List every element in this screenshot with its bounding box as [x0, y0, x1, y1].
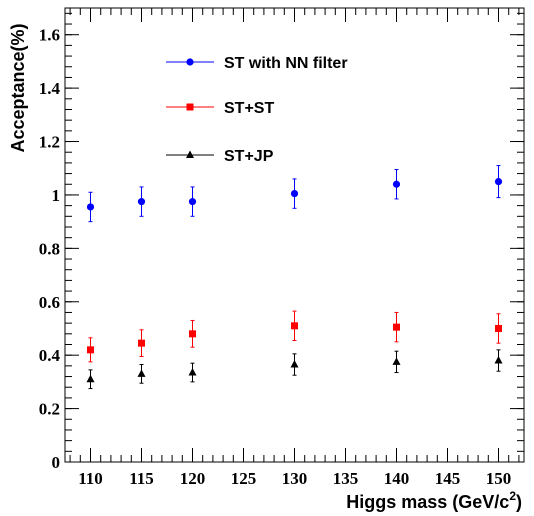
- axes: 0 0.2 0.4 0.6 0.8 1 1.2 1.4 1.6 110 115 120 125 130 13…: [39, 8, 524, 488]
- data-point: [392, 357, 401, 365]
- legend-item: ST+JP: [166, 148, 274, 165]
- y-tick-label: 1: [52, 186, 61, 205]
- x-axis-label: Higgs mass (GeV/c2): [346, 489, 522, 512]
- data-point: [138, 339, 145, 347]
- legend-label: ST with NN filter: [224, 55, 348, 72]
- y-tick-label: 0: [52, 453, 61, 472]
- x-tick-label: 150: [486, 469, 512, 488]
- x-axis-label-main: Higgs mass (GeV/c: [346, 492, 509, 512]
- x-tick-label: 110: [78, 469, 103, 488]
- data-point: [188, 368, 197, 376]
- legend-label: ST+ST: [224, 100, 274, 117]
- y-tick-label: 1.6: [39, 26, 60, 45]
- x-tick-label: 145: [435, 469, 461, 488]
- x-tick-label: 125: [231, 469, 257, 488]
- legend-label: ST+JP: [224, 148, 274, 165]
- x-tick-label: 140: [384, 469, 410, 488]
- data-point: [137, 369, 146, 377]
- data-point: [87, 346, 94, 354]
- data-point: [494, 356, 503, 364]
- data-point: [86, 203, 95, 211]
- data-point: [137, 198, 146, 206]
- data-point: [495, 324, 502, 332]
- data-point: [393, 323, 400, 331]
- legend-marker: [186, 58, 194, 66]
- legend: ST with NN filter ST+ST ST+JP: [166, 55, 348, 165]
- legend-marker: [186, 150, 194, 158]
- data-point: [494, 177, 503, 186]
- data-point: [188, 198, 197, 206]
- x-axis-label-close: ): [516, 492, 522, 512]
- legend-marker: [186, 103, 194, 111]
- x-tick-label: 115: [129, 469, 154, 488]
- y-tick-label: 1.2: [39, 133, 60, 152]
- legend-item: ST+ST: [166, 100, 274, 117]
- series-layer: [86, 165, 503, 390]
- y-axis-label: Acceptance(%): [8, 23, 28, 152]
- y-tick-label: 0.8: [39, 239, 60, 258]
- series-triangle: [86, 349, 503, 390]
- plot-frame: [64, 7, 525, 463]
- data-point: [189, 330, 196, 338]
- x-tick-label: 135: [333, 469, 359, 488]
- series-circle: [86, 165, 503, 223]
- data-point: [290, 190, 299, 198]
- x-axis-label-superscript: 2: [509, 489, 516, 503]
- x-tick-label: 130: [282, 469, 308, 488]
- data-point: [392, 180, 401, 188]
- data-point: [291, 322, 298, 330]
- data-point: [290, 360, 299, 368]
- series-square: [87, 310, 502, 363]
- y-tick-label: 1.4: [39, 79, 61, 98]
- y-tick-label: 0.6: [39, 293, 60, 312]
- x-tick-label: 120: [180, 469, 206, 488]
- data-point: [86, 374, 95, 383]
- legend-item: ST with NN filter: [166, 55, 348, 72]
- y-tick-label: 0.4: [39, 346, 61, 365]
- y-tick-label: 0.2: [39, 400, 60, 419]
